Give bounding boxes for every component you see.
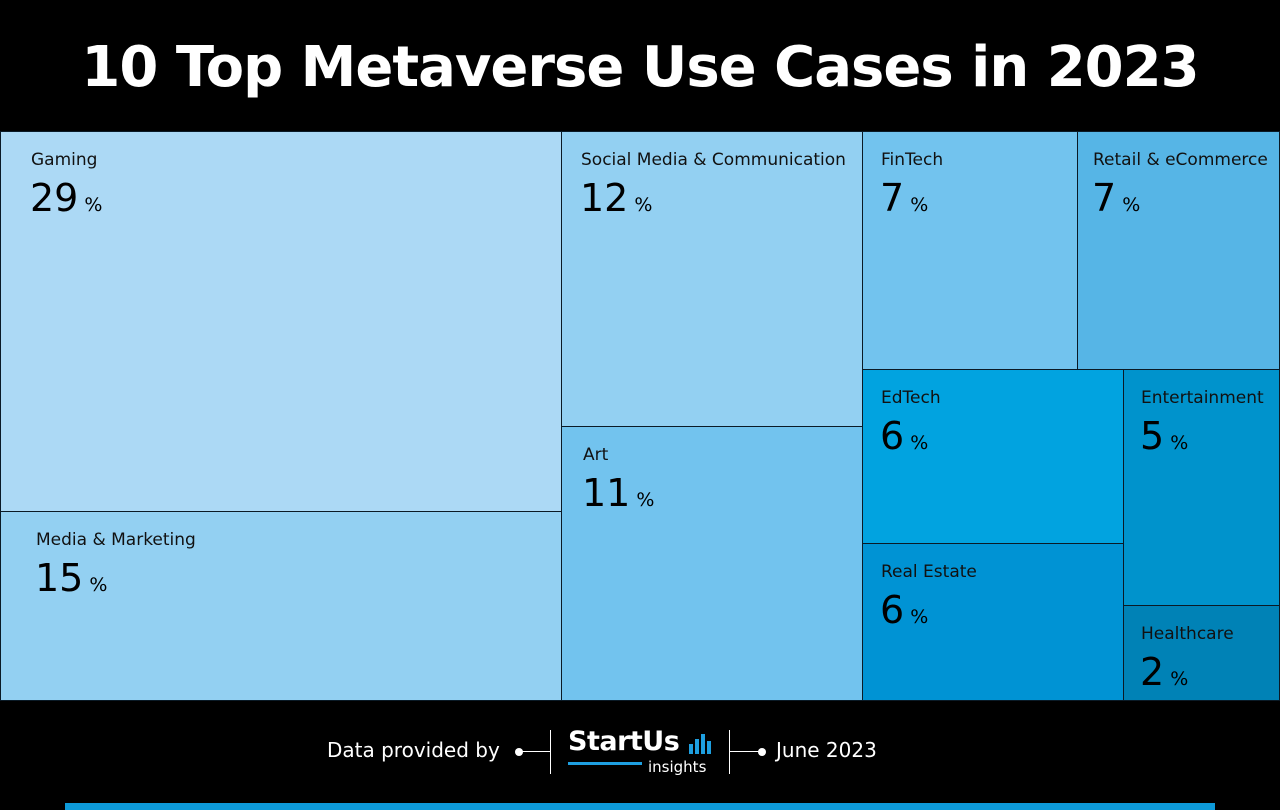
treemap-cell: Art 11% xyxy=(561,426,863,701)
value-unit: % xyxy=(1170,668,1189,690)
value-unit: % xyxy=(636,489,655,511)
treemap: Gaming 29% Media & Marketing 15% Social Medi… xyxy=(0,131,1280,701)
treemap-cell: Media & Marketing 15% xyxy=(0,511,562,701)
value-number: 6 xyxy=(880,414,905,458)
treemap-cell: FinTech 7% xyxy=(862,131,1078,370)
value-number: 7 xyxy=(1092,176,1117,220)
treemap-cell-label: FinTech xyxy=(881,150,944,170)
value-unit: % xyxy=(910,606,929,628)
treemap-cell-value: 29% xyxy=(30,176,102,220)
connector-dot xyxy=(515,748,523,756)
value-unit: % xyxy=(1122,194,1141,216)
startus-insights-logo: StartUs insights xyxy=(568,726,718,776)
treemap-cell-value: 11% xyxy=(582,471,654,515)
value-number: 6 xyxy=(880,588,905,632)
connector-line xyxy=(729,751,761,752)
value-number: 5 xyxy=(1140,414,1165,458)
bar-chart-icon xyxy=(689,732,713,754)
treemap-cell-label: Entertainment xyxy=(1141,388,1264,408)
value-number: 12 xyxy=(580,176,629,220)
date-label: June 2023 xyxy=(776,738,877,762)
treemap-cell-label: EdTech xyxy=(881,388,941,408)
divider-line xyxy=(729,730,730,774)
divider-line xyxy=(550,730,551,774)
treemap-cell-label: Media & Marketing xyxy=(36,530,196,550)
treemap-cell-value: 12% xyxy=(580,176,652,220)
treemap-cell: Retail & eCommerce 7% xyxy=(1077,131,1280,370)
logo-sub: insights xyxy=(648,758,707,776)
treemap-cell-value: 2% xyxy=(1140,650,1188,694)
connector-dot xyxy=(758,748,766,756)
value-unit: % xyxy=(89,574,108,596)
treemap-cell-label: Gaming xyxy=(31,150,98,170)
value-unit: % xyxy=(1170,432,1189,454)
treemap-cell: Entertainment 5% xyxy=(1123,369,1280,606)
value-number: 29 xyxy=(30,176,79,220)
value-unit: % xyxy=(910,194,929,216)
value-number: 2 xyxy=(1140,650,1165,694)
treemap-cell: Real Estate 6% xyxy=(862,543,1124,701)
treemap-cell-label: Social Media & Communication xyxy=(581,150,846,170)
treemap-cell: EdTech 6% xyxy=(862,369,1124,544)
connector-line xyxy=(519,751,550,752)
value-unit: % xyxy=(634,194,653,216)
value-unit: % xyxy=(910,432,929,454)
value-number: 11 xyxy=(582,471,631,515)
treemap-cell-value: 6% xyxy=(880,588,928,632)
treemap-cell: Healthcare 2% xyxy=(1123,605,1280,701)
treemap-cell-label: Art xyxy=(583,445,609,465)
value-unit: % xyxy=(84,194,103,216)
treemap-cell-label: Real Estate xyxy=(881,562,977,582)
treemap-cell-value: 7% xyxy=(880,176,928,220)
treemap-cell-value: 7% xyxy=(1092,176,1140,220)
treemap-cell: Gaming 29% xyxy=(0,131,562,512)
chart-title: 10 Top Metaverse Use Cases in 2023 xyxy=(81,35,1199,100)
treemap-cell-value: 6% xyxy=(880,414,928,458)
treemap-cell-value: 15% xyxy=(35,556,107,600)
value-number: 7 xyxy=(880,176,905,220)
treemap-cell-label: Healthcare xyxy=(1141,624,1234,644)
footer: Data provided by StartUs insights June 2… xyxy=(0,720,1280,780)
treemap-cell-label: Retail & eCommerce xyxy=(1093,150,1268,170)
logo-brand: StartUs xyxy=(568,726,680,757)
treemap-cell-value: 5% xyxy=(1140,414,1188,458)
logo-underline xyxy=(568,762,642,765)
data-provided-label: Data provided by xyxy=(327,738,500,762)
value-number: 15 xyxy=(35,556,84,600)
accent-bar xyxy=(65,803,1215,810)
treemap-cell: Social Media & Communication 12% xyxy=(561,131,863,427)
